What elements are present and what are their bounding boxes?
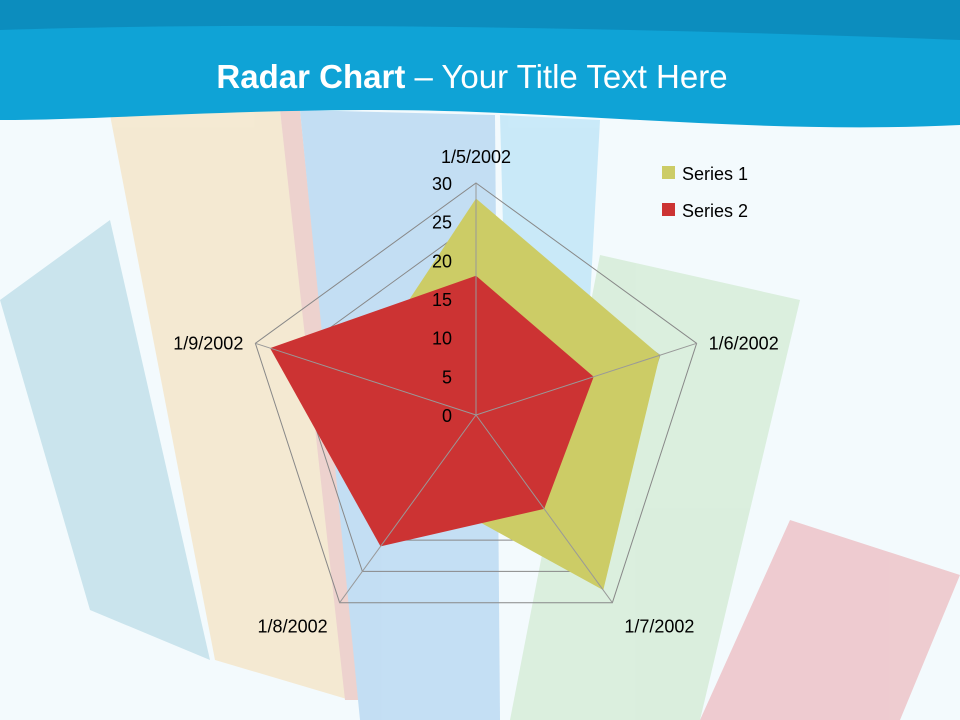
tick-label: 0 <box>442 406 452 426</box>
tick-label: 10 <box>432 329 452 349</box>
legend: Series 1 Series 2 <box>662 164 748 221</box>
tick-label: 20 <box>432 251 452 271</box>
category-label: 1/5/2002 <box>441 147 511 167</box>
series-fills <box>270 198 660 591</box>
category-label: 1/8/2002 <box>258 617 328 637</box>
legend-item: Series 2 <box>662 201 748 221</box>
series-area <box>270 275 594 547</box>
legend-label: Series 1 <box>682 164 748 184</box>
category-labels: 1/5/2002 1/6/2002 1/7/2002 1/8/2002 1/9/2002 <box>173 147 778 637</box>
legend-label: Series 2 <box>682 201 748 221</box>
axis-line <box>475 414 613 603</box>
tick-label: 25 <box>432 213 452 233</box>
category-label: 1/7/2002 <box>624 617 694 637</box>
category-label: 1/9/2002 <box>173 333 243 353</box>
axis-line <box>255 342 477 416</box>
tick-labels: 0 5 10 15 20 25 30 <box>432 174 452 426</box>
slide-title: Radar Chart – Your Title Text Here <box>216 58 728 95</box>
legend-swatch <box>662 203 675 216</box>
radar-axes <box>255 183 697 603</box>
axis-line <box>339 414 477 603</box>
grid-ring <box>254 182 698 604</box>
axis-line <box>475 342 697 416</box>
tick-label: 5 <box>442 367 452 387</box>
category-label: 1/6/2002 <box>709 333 779 353</box>
legend-swatch <box>662 166 675 179</box>
tick-label: 30 <box>432 174 452 194</box>
legend-item: Series 1 <box>662 164 748 184</box>
tick-label: 15 <box>432 290 452 310</box>
